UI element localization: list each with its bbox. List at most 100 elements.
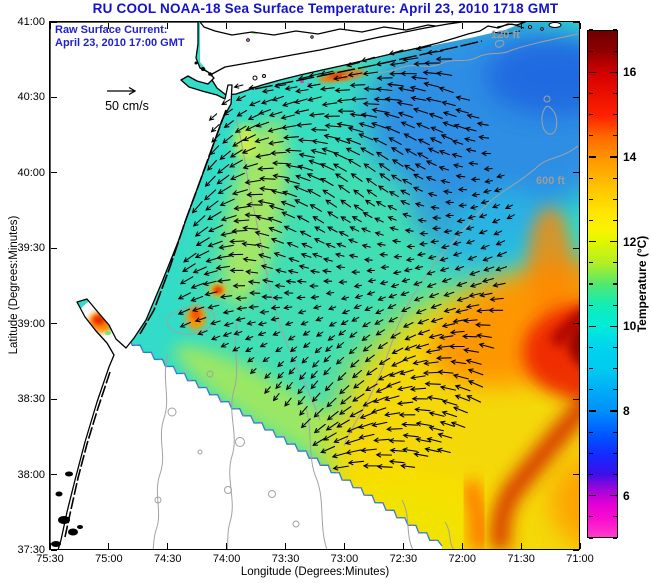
vector-scale-legend: 50 cm/s bbox=[105, 86, 149, 113]
colorbar-tick bbox=[609, 241, 617, 243]
x-tick-label: 72:30 bbox=[389, 553, 418, 565]
colorbar-tick bbox=[609, 325, 617, 327]
y-tick-label: 40:00 bbox=[17, 166, 45, 179]
colorbar-tick-label: 12 bbox=[623, 234, 637, 249]
colorbar-tick bbox=[588, 198, 593, 200]
x-tick-mark bbox=[343, 23, 345, 29]
x-tick-mark bbox=[520, 543, 522, 549]
y-tick-label: 41:00 bbox=[17, 16, 45, 28]
x-tick-label: 74:30 bbox=[154, 553, 182, 565]
y-tick-mark bbox=[51, 323, 57, 325]
y-tick-label: 38:00 bbox=[17, 468, 45, 481]
colorbar-tick bbox=[612, 177, 617, 179]
colorbar-tick bbox=[588, 368, 593, 370]
mainland-nj-ny bbox=[49, 21, 233, 551]
x-tick-mark bbox=[402, 543, 404, 549]
x-tick-mark bbox=[167, 23, 169, 29]
y-tick-mark bbox=[573, 96, 579, 98]
y-tick-label: 39:00 bbox=[17, 317, 45, 330]
colorbar-tick bbox=[588, 389, 593, 391]
x-tick-mark bbox=[108, 543, 110, 549]
y-tick-mark bbox=[51, 247, 57, 249]
colorbar-tick bbox=[588, 262, 593, 264]
y-tick-mark bbox=[573, 398, 579, 400]
y-tick-mark bbox=[573, 474, 579, 476]
y-tick-mark bbox=[573, 21, 579, 23]
x-tick-mark bbox=[402, 23, 404, 29]
x-tick-mark bbox=[167, 543, 169, 549]
colorbar-tick bbox=[612, 262, 617, 264]
colorbar-tick bbox=[588, 135, 593, 137]
colorbar-tick bbox=[612, 389, 617, 391]
colorbar-tick bbox=[609, 495, 617, 497]
y-tick-mark bbox=[51, 549, 57, 551]
colorbar-tick bbox=[612, 92, 617, 95]
y-tick-label: 38:30 bbox=[17, 393, 45, 406]
colorbar-tick-label: 10 bbox=[623, 319, 637, 334]
y-tick-mark bbox=[573, 549, 579, 551]
colorbar-tick bbox=[612, 452, 617, 454]
raw-current-line1: Raw Surface Current: bbox=[55, 24, 168, 36]
figure-title: RU COOL NOAA-18 Sea Surface Temperature:… bbox=[92, 1, 559, 16]
y-tick-label: 40:30 bbox=[17, 91, 45, 104]
x-tick-label: 73:00 bbox=[330, 553, 359, 565]
colorbar-tick bbox=[588, 495, 596, 497]
x-tick-label: 71:30 bbox=[507, 553, 535, 565]
colorbar-tick bbox=[588, 177, 593, 179]
y-tick-mark bbox=[51, 398, 57, 400]
y-tick-mark bbox=[573, 323, 579, 325]
y-axis-label: Latitude (Degrees:Minutes) bbox=[8, 215, 20, 355]
x-tick-label: 75:00 bbox=[95, 553, 123, 565]
y-tick-label: 37:30 bbox=[17, 544, 45, 556]
x-tick-mark bbox=[461, 23, 463, 29]
sst-map: 50 cm/s 120 ft 600 ft bbox=[49, 21, 651, 583]
raw-current-annotation: Raw Surface Current: April 23, 2010 17:0… bbox=[55, 24, 185, 50]
colorbar-tick bbox=[612, 368, 617, 370]
colorbar-tick bbox=[612, 50, 617, 52]
colorbar-tick bbox=[609, 156, 617, 158]
colorbar-tick bbox=[612, 283, 617, 285]
y-tick-mark bbox=[51, 172, 57, 174]
y-tick-mark bbox=[51, 474, 57, 476]
colorbar-tick-label: 8 bbox=[623, 404, 630, 418]
colorbar-tick bbox=[609, 410, 617, 412]
x-tick-label: 73:30 bbox=[271, 553, 300, 565]
current-vectors-path bbox=[177, 45, 515, 471]
colorbar-tick bbox=[612, 198, 617, 200]
colorbar-tick bbox=[612, 29, 617, 31]
x-tick-label: 74:00 bbox=[212, 553, 241, 565]
x-axis-label: Longitude (Degrees:Minutes) bbox=[240, 566, 390, 578]
depth-label-120ft: 120 ft bbox=[491, 29, 520, 41]
x-tick-mark bbox=[520, 23, 522, 29]
colorbar-tick bbox=[612, 516, 617, 518]
x-tick-mark bbox=[49, 23, 51, 29]
x-tick-mark bbox=[108, 23, 110, 29]
x-tick-label: 72:00 bbox=[448, 553, 476, 565]
colorbar-tick bbox=[588, 92, 593, 95]
colorbar-tick bbox=[588, 241, 596, 243]
current-vector-field bbox=[177, 45, 515, 471]
colorbar-tick bbox=[612, 135, 617, 137]
swath-edge bbox=[128, 337, 443, 547]
y-tick-mark bbox=[573, 172, 579, 174]
x-tick-mark bbox=[579, 543, 581, 549]
x-tick-label: 71:00 bbox=[566, 553, 594, 565]
colorbar-tick bbox=[612, 431, 617, 433]
colorbar-tick bbox=[588, 473, 593, 476]
colorbar-tick bbox=[588, 452, 593, 454]
colorbar-tick-label: 16 bbox=[623, 65, 637, 80]
barrier-islands bbox=[64, 40, 483, 538]
depth-label-600ft: 600 ft bbox=[536, 175, 565, 187]
y-tick-mark bbox=[51, 96, 57, 98]
colorbar-tick bbox=[588, 29, 593, 31]
colorbar-tick bbox=[588, 156, 596, 158]
colorbar-tick bbox=[588, 71, 596, 73]
colorbar-tick bbox=[588, 325, 596, 327]
colorbar-tick bbox=[588, 114, 593, 116]
colorbar-tick bbox=[588, 431, 593, 433]
colorbar-label: Temperature (°C) bbox=[635, 235, 649, 333]
x-tick-mark bbox=[343, 543, 345, 549]
x-tick-label: 75:30 bbox=[36, 553, 64, 565]
colorbar-tick bbox=[609, 71, 617, 73]
y-tick-mark bbox=[573, 247, 579, 249]
